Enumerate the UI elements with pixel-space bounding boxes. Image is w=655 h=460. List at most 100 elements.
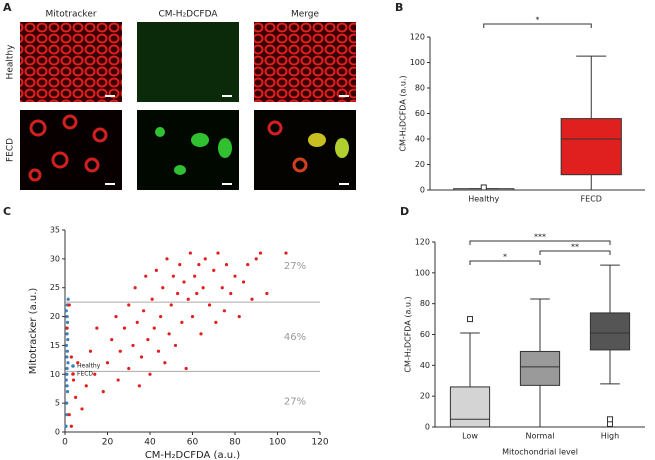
point	[93, 372, 97, 376]
legend-marker	[71, 372, 75, 376]
point	[65, 384, 69, 388]
y-tick-label: 80	[415, 84, 425, 93]
point	[118, 349, 122, 353]
point	[65, 401, 69, 405]
y-tick-label: 80	[420, 299, 430, 308]
region-label: 27%	[284, 261, 306, 272]
significance-bracket	[469, 260, 541, 265]
point	[250, 297, 254, 301]
panel-label: C	[3, 205, 11, 218]
point	[233, 274, 237, 278]
y-axis-label: CM-H₂DCFDA (a.u.)	[404, 296, 413, 372]
row-title: Healthy	[6, 44, 16, 80]
y-tick-label: 10	[50, 370, 60, 379]
point	[188, 251, 192, 255]
point	[176, 291, 180, 296]
y-tick-label: 15	[50, 341, 60, 350]
point	[203, 257, 207, 261]
y-tick-label: 40	[420, 361, 430, 370]
y-tick-label: 0	[420, 186, 425, 195]
point	[146, 338, 150, 342]
y-tick-label: 60	[420, 330, 430, 339]
outlier	[607, 416, 613, 423]
legend-marker	[71, 364, 75, 368]
point	[167, 332, 171, 336]
row-title: FECD	[6, 138, 16, 162]
point	[216, 251, 220, 255]
point	[148, 372, 152, 376]
point	[66, 338, 70, 342]
x-tick-label: Normal	[526, 432, 555, 441]
scale-bar	[105, 95, 349, 185]
point	[197, 263, 201, 267]
point	[142, 309, 146, 313]
micrograph	[20, 110, 122, 190]
point	[150, 297, 154, 301]
point	[66, 361, 70, 365]
point	[159, 314, 163, 319]
point	[156, 349, 161, 353]
point	[173, 343, 178, 348]
y-tick-label: 0	[425, 423, 430, 432]
y-tick-label: 20	[50, 312, 60, 321]
point	[65, 320, 70, 324]
x-tick-label: 80	[229, 438, 241, 448]
point	[122, 326, 127, 330]
x-tick-label: 60	[187, 438, 199, 448]
point	[65, 349, 69, 353]
x-tick-label: 0	[62, 438, 68, 448]
point	[66, 297, 70, 301]
point	[65, 326, 69, 330]
x-tick-label: FECD	[581, 195, 602, 204]
point	[246, 263, 250, 267]
point	[64, 343, 69, 348]
point	[144, 274, 148, 278]
y-tick-label: 100	[410, 58, 425, 67]
point	[137, 384, 141, 388]
y-tick-label: 40	[415, 135, 425, 144]
y-tick-label: 100	[415, 268, 430, 277]
y-tick-label: 120	[415, 238, 430, 247]
point	[69, 355, 73, 359]
point	[199, 332, 203, 336]
panel-label: D	[400, 205, 409, 218]
point	[65, 366, 69, 371]
point	[65, 332, 69, 336]
point	[127, 303, 131, 307]
point	[154, 268, 158, 272]
column-title: CM-H₂DCFDA	[159, 10, 219, 20]
point	[67, 303, 71, 307]
y-tick-label: 25	[50, 283, 60, 292]
point	[76, 361, 80, 365]
point	[161, 286, 165, 290]
point	[254, 257, 258, 261]
point	[88, 349, 93, 353]
point	[163, 361, 167, 365]
panel-label: A	[3, 1, 12, 14]
x-tick-label: 40	[144, 438, 156, 448]
point	[110, 338, 114, 342]
y-axis-label: CM-H₂DCFDA (a.u.)	[399, 75, 408, 151]
x-tick-label: Low	[462, 432, 478, 441]
micrograph	[20, 22, 122, 102]
point	[193, 274, 197, 278]
point	[169, 303, 173, 307]
region-label: 46%	[284, 332, 306, 343]
point	[229, 291, 233, 296]
point	[237, 314, 241, 319]
point	[133, 286, 137, 290]
significance-label: **	[571, 243, 579, 252]
box	[449, 386, 491, 428]
point	[65, 314, 69, 319]
significance-label: *	[503, 253, 507, 262]
point	[190, 314, 195, 319]
point	[101, 390, 105, 394]
point	[139, 355, 144, 359]
point	[69, 424, 73, 428]
point	[212, 268, 216, 272]
significance-label: *	[536, 16, 540, 25]
cells-green	[155, 127, 232, 175]
point	[71, 378, 76, 382]
box	[560, 118, 622, 176]
